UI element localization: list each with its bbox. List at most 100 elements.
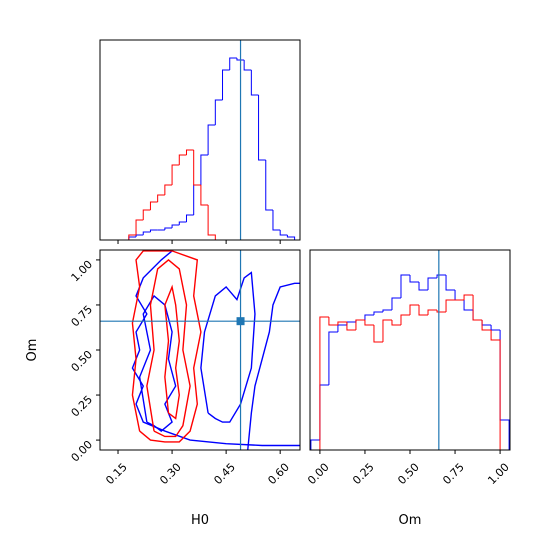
histogram-step: [364, 320, 374, 326]
contour-line: [146, 258, 191, 438]
y-tick-label: 0.75: [69, 303, 96, 330]
histogram-step: [328, 317, 338, 326]
histogram-step: [265, 160, 273, 211]
histogram-step: [310, 439, 320, 450]
histogram-step: [346, 322, 356, 331]
histogram-step: [272, 210, 281, 231]
histogram-step: [463, 300, 474, 311]
histogram-step: [427, 309, 438, 315]
histogram-step: [418, 305, 429, 316]
contour-line: [138, 294, 177, 432]
histogram-step: [382, 319, 392, 342]
x-tick-label: 0.60: [265, 461, 292, 488]
histogram-step: [472, 310, 483, 321]
histogram-step: [400, 314, 410, 325]
histogram-step: [391, 297, 401, 310]
histogram-step: [436, 310, 447, 313]
histogram-step: [418, 282, 429, 291]
histogram-step: [337, 324, 347, 332]
histogram-step: [490, 330, 501, 450]
histogram-step: [171, 224, 180, 228]
x-tick-label: 0.00: [305, 461, 332, 488]
histogram-step: [364, 314, 374, 320]
y-tick-label: 0.25: [69, 393, 96, 420]
contour-line: [131, 250, 202, 443]
histogram-step: [373, 325, 383, 343]
histogram-step: [135, 234, 144, 237]
histogram-step: [409, 304, 420, 315]
histogram-step: [454, 290, 465, 301]
x-axis-label: Om: [399, 513, 422, 528]
plot-area: [310, 250, 510, 450]
contour-line: [200, 271, 256, 423]
histogram-step: [207, 205, 216, 240]
histogram-step: [185, 149, 194, 155]
y-tick-label: 0.00: [69, 438, 96, 465]
histogram-step: [250, 70, 259, 96]
histogram-step: [185, 214, 194, 222]
histogram-step: [319, 316, 329, 450]
x-tick-label: 0.50: [395, 461, 422, 488]
histogram-step: [193, 150, 201, 186]
histogram-step: [445, 299, 456, 312]
histogram-step: [436, 274, 447, 278]
histogram-step: [499, 330, 510, 450]
histogram-step: [328, 331, 338, 385]
contour-line: [164, 284, 180, 420]
histogram-step: [382, 309, 392, 312]
contour-line: [247, 282, 300, 450]
plot-area: [128, 40, 296, 240]
y-axis-label: Om: [25, 339, 40, 362]
histogram-step: [178, 154, 187, 165]
y-tick-label: 0.50: [69, 348, 96, 375]
plot-area: [100, 250, 300, 450]
histogram-step: [427, 277, 438, 290]
histogram-step: [373, 311, 383, 315]
histogram-step: [149, 229, 158, 232]
histogram-step: [463, 294, 474, 300]
x-tick-label: 1.00: [485, 461, 512, 488]
histogram-step: [142, 231, 151, 235]
histogram-step: [171, 164, 180, 185]
histogram-step: [258, 95, 266, 161]
contour-line: [131, 250, 300, 447]
histogram-step: [222, 69, 230, 100]
histogram-step: [286, 235, 296, 240]
histogram-step: [337, 321, 347, 325]
axes-frame: [99, 249, 301, 451]
histogram-step: [164, 184, 173, 195]
histogram-step: [164, 227, 173, 230]
x-tick-label: 0.45: [211, 461, 238, 488]
histogram-step: [409, 275, 420, 283]
histogram-step: [236, 58, 245, 61]
histogram-step: [207, 124, 216, 155]
histogram-step: [178, 221, 187, 225]
histogram-step: [200, 185, 209, 206]
y-tick-label: 1.00: [69, 258, 96, 285]
histogram-step: [193, 184, 201, 215]
axes-frame: [99, 39, 301, 241]
histogram-step: [279, 230, 288, 236]
x-tick-label: 0.25: [350, 461, 377, 488]
histogram-step: [472, 295, 483, 321]
histogram-step: [214, 99, 223, 125]
x-axis-label: H0: [191, 513, 209, 528]
histogram-step: [490, 325, 501, 331]
histogram-step: [319, 384, 329, 440]
x-tick-label: 0.30: [157, 461, 184, 488]
x-tick-label: 0.75: [440, 461, 467, 488]
histogram-step: [400, 274, 410, 298]
histogram-step: [229, 57, 237, 70]
histogram-step: [157, 194, 165, 202]
histogram-step: [128, 234, 137, 240]
histogram-step: [149, 201, 158, 210]
x-tick-label: 0.15: [103, 461, 130, 488]
histogram-step: [355, 319, 365, 330]
histogram-step: [346, 321, 356, 325]
histogram-step: [142, 209, 151, 220]
histogram-step: [481, 320, 492, 331]
histogram-step: [200, 154, 209, 185]
truth-point: [236, 317, 245, 326]
histogram-step: [391, 320, 401, 326]
